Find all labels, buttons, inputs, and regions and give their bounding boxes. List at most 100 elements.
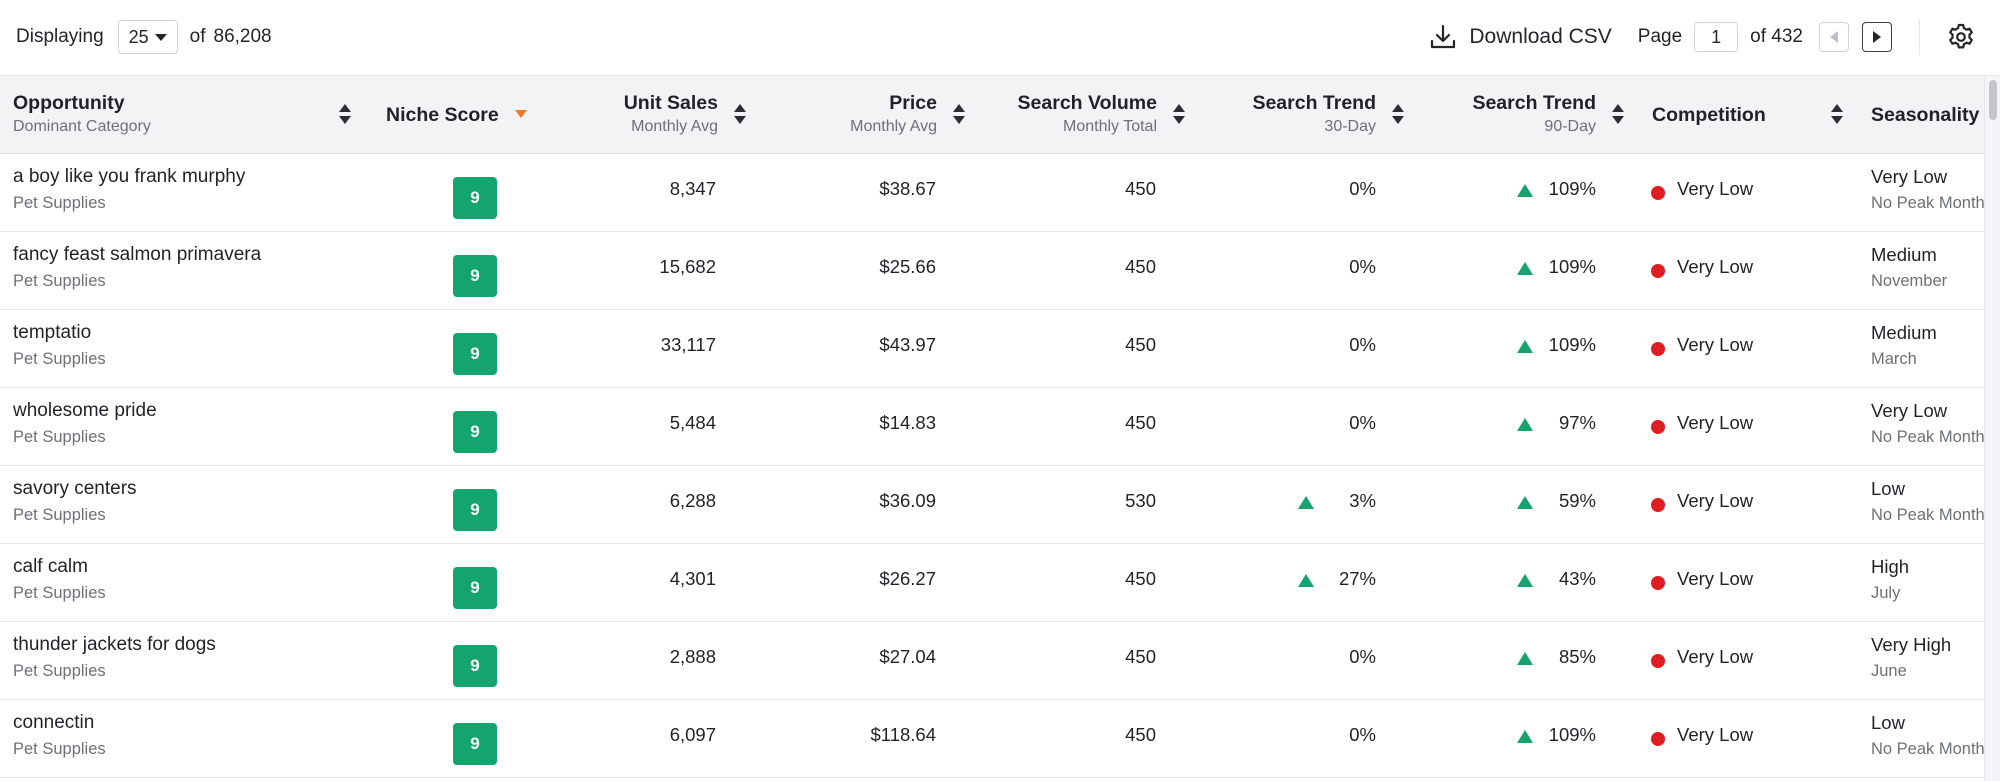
- table-row[interactable]: a boy like you frank murphy Pet Supplies…: [0, 154, 1998, 232]
- price-value: $38.67: [879, 178, 936, 199]
- competition-dot-icon: [1651, 420, 1665, 434]
- page-number-input[interactable]: [1694, 22, 1739, 52]
- opportunity-title[interactable]: connectin: [13, 712, 95, 733]
- sort-icon[interactable]: [1831, 104, 1843, 126]
- competition-dot-icon: [1651, 498, 1665, 512]
- niche-score-badge: 9: [453, 489, 497, 531]
- col-seasonality-title: Seasonality: [1871, 104, 1980, 126]
- price-value: $25.66: [879, 256, 936, 277]
- opportunity-title[interactable]: thunder jackets for dogs: [13, 634, 216, 655]
- per-page-value: 25: [128, 26, 149, 47]
- dominant-category: Pet Supplies: [13, 428, 106, 446]
- next-page-button[interactable]: [1862, 22, 1892, 52]
- niche-score-badge: 9: [453, 645, 497, 687]
- col-search-trend-90-title: Search Trend: [1472, 92, 1596, 114]
- sort-desc-active-icon[interactable]: [515, 110, 527, 118]
- col-search-trend-90-sub: 90-Day: [1544, 118, 1596, 135]
- dominant-category: Pet Supplies: [13, 194, 106, 212]
- col-competition[interactable]: Competition: [1652, 76, 1822, 153]
- unit-sales-value: 15,682: [659, 256, 716, 277]
- displaying-control: Displaying 25 of 86,208: [16, 20, 272, 54]
- trend-up-icon: [1298, 574, 1314, 587]
- displaying-label: Displaying: [16, 26, 104, 47]
- col-price[interactable]: Price Monthly Avg: [780, 76, 937, 153]
- col-search-volume[interactable]: Search Volume Monthly Total: [990, 76, 1157, 153]
- competition-dot-icon: [1651, 576, 1665, 590]
- search-trend-90-value: 109%: [1548, 256, 1596, 277]
- competition-dot-icon: [1651, 654, 1665, 668]
- col-seasonality[interactable]: Seasonality: [1871, 76, 1991, 153]
- trend-up-icon: [1517, 262, 1533, 275]
- seasonality-value: Medium: [1871, 244, 1937, 265]
- competition-dot-icon: [1651, 342, 1665, 356]
- search-volume-value: 450: [1125, 646, 1156, 667]
- per-page-select[interactable]: 25: [117, 20, 178, 54]
- col-unit-sales-title: Unit Sales: [623, 92, 718, 114]
- col-niche-score[interactable]: Niche Score: [386, 76, 516, 153]
- niche-score-badge: 9: [453, 177, 497, 219]
- unit-sales-value: 6,288: [669, 490, 716, 511]
- unit-sales-value: 5,484: [669, 412, 716, 433]
- page-count: of 432: [1750, 26, 1803, 47]
- scrollbar-thumb[interactable]: [1989, 80, 1997, 120]
- table-row[interactable]: wholesome pride Pet Supplies 9 5,484 $14…: [0, 388, 1998, 466]
- search-trend-90-value: 109%: [1548, 334, 1596, 355]
- price-value: $26.27: [879, 568, 936, 589]
- competition-dot-icon: [1651, 264, 1665, 278]
- table-row[interactable]: savory centers Pet Supplies 9 6,288 $36.…: [0, 466, 1998, 544]
- sort-icon[interactable]: [1612, 104, 1624, 126]
- search-trend-30-value: 0%: [1349, 412, 1376, 433]
- opportunity-title[interactable]: wholesome pride: [13, 400, 157, 421]
- unit-sales-value: 2,888: [669, 646, 716, 667]
- sort-icon[interactable]: [1392, 104, 1404, 126]
- table-row[interactable]: connectin Pet Supplies 9 6,097 $118.64 4…: [0, 700, 1998, 778]
- search-trend-90-value: 97%: [1558, 412, 1596, 433]
- gear-icon[interactable]: [1946, 22, 1976, 52]
- col-search-trend-30[interactable]: Search Trend 30-Day: [1220, 76, 1376, 153]
- sort-icon[interactable]: [339, 104, 351, 126]
- col-niche-score-title: Niche Score: [386, 104, 499, 126]
- col-search-trend-90[interactable]: Search Trend 90-Day: [1440, 76, 1596, 153]
- sort-icon[interactable]: [734, 104, 746, 126]
- table-row[interactable]: fancy feast salmon primavera Pet Supplie…: [0, 232, 1998, 310]
- table-row[interactable]: temptatio Pet Supplies 9 33,117 $43.97 4…: [0, 310, 1998, 388]
- niche-score-badge: 9: [453, 411, 497, 453]
- search-volume-value: 450: [1125, 568, 1156, 589]
- col-opportunity[interactable]: Opportunity Dominant Category: [13, 76, 303, 153]
- col-search-volume-title: Search Volume: [1017, 92, 1157, 114]
- trend-up-icon: [1517, 418, 1533, 431]
- trend-up-icon: [1517, 730, 1533, 743]
- dominant-category: Pet Supplies: [13, 506, 106, 524]
- col-opportunity-sub: Dominant Category: [13, 118, 151, 135]
- vertical-scrollbar[interactable]: [1984, 76, 2000, 781]
- table-row[interactable]: calf calm Pet Supplies 9 4,301 $26.27 45…: [0, 544, 1998, 622]
- search-volume-value: 450: [1125, 412, 1156, 433]
- sort-icon[interactable]: [1173, 104, 1185, 126]
- trend-up-icon: [1517, 574, 1533, 587]
- opportunity-title[interactable]: fancy feast salmon primavera: [13, 244, 262, 265]
- peak-month: November: [1871, 272, 1948, 290]
- opportunity-title[interactable]: temptatio: [13, 322, 92, 343]
- trend-up-icon: [1517, 652, 1533, 665]
- prev-page-button[interactable]: [1819, 22, 1849, 52]
- niche-score-badge: 9: [453, 255, 497, 297]
- download-csv-button[interactable]: Download CSV: [1429, 23, 1612, 51]
- opportunity-title[interactable]: savory centers: [13, 478, 137, 499]
- unit-sales-value: 33,117: [660, 334, 716, 355]
- search-volume-value: 450: [1125, 724, 1156, 745]
- opportunity-title[interactable]: a boy like you frank murphy: [13, 166, 246, 187]
- peak-month: July: [1871, 584, 1901, 602]
- dominant-category: Pet Supplies: [13, 350, 106, 368]
- peak-month: No Peak Month: [1871, 506, 1985, 524]
- download-csv-label: Download CSV: [1469, 25, 1612, 48]
- sort-icon[interactable]: [953, 104, 965, 126]
- seasonality-value: Very High: [1871, 634, 1952, 655]
- competition-dot-icon: [1651, 732, 1665, 746]
- table-row[interactable]: thunder jackets for dogs Pet Supplies 9 …: [0, 622, 1998, 700]
- opportunity-title[interactable]: calf calm: [13, 556, 88, 577]
- chevron-down-icon: [154, 33, 167, 41]
- search-trend-90-value: 109%: [1548, 724, 1596, 745]
- dominant-category: Pet Supplies: [13, 740, 106, 758]
- peak-month: No Peak Month: [1871, 740, 1985, 758]
- col-unit-sales[interactable]: Unit Sales Monthly Avg: [560, 76, 718, 153]
